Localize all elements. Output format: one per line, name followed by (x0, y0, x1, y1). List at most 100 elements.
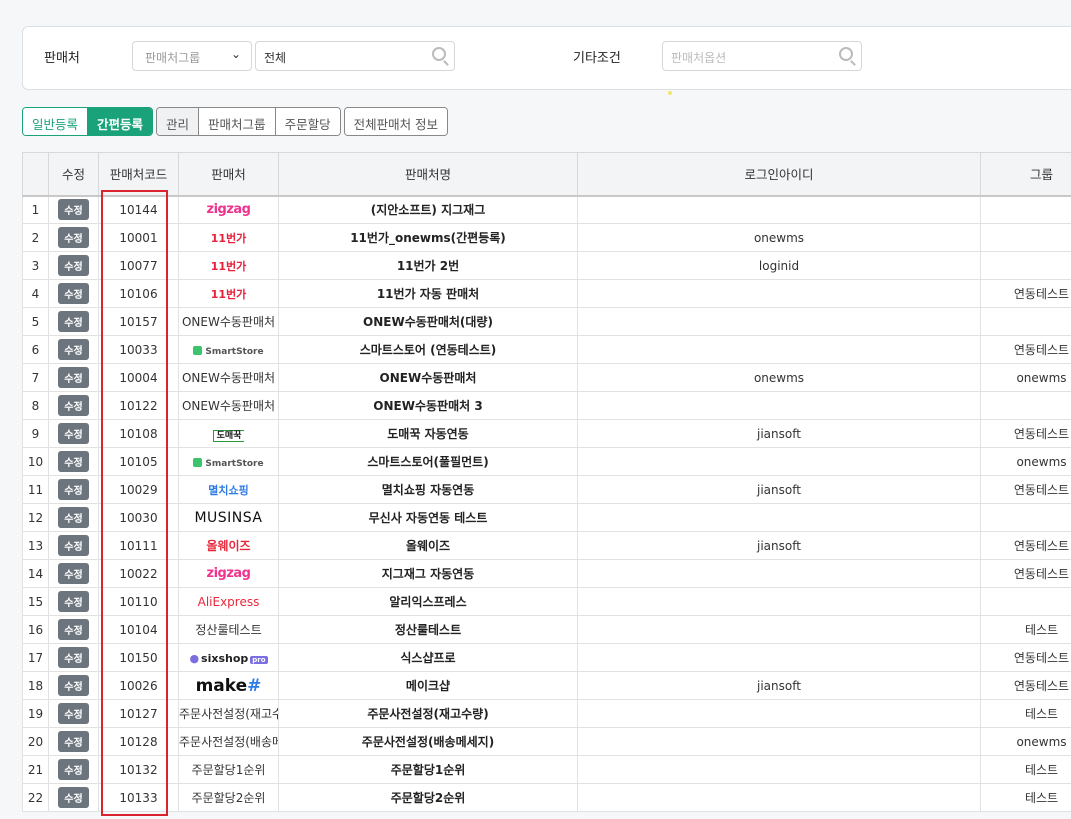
seller-code: 10105 (98, 447, 179, 476)
header-group[interactable]: 그룹 (980, 152, 1071, 197)
edit-button[interactable]: 수정 (58, 703, 89, 724)
table-row[interactable]: 7 수정 10004 ONEW수동판매처 ONEW수동판매처 onewms onewms (22, 363, 1071, 392)
edit-cell: 수정 (48, 195, 99, 224)
seller-cell: sixshop (178, 643, 279, 672)
table-row[interactable]: 14 수정 10022 zigzag 지그재그 자동연동 연동테스트 (22, 559, 1071, 588)
group (980, 391, 1071, 420)
group: 연동테스트 (980, 419, 1071, 448)
group: 연동테스트 (980, 671, 1071, 700)
header-seller-name[interactable]: 판매처명 (278, 152, 578, 197)
quick-register-button[interactable]: 간편등록 (88, 108, 153, 135)
table-row[interactable]: 20수정10128주문사전설정(배송메세지)주문사전설정(배송메세지)onewm… (22, 727, 1071, 756)
search-icon[interactable] (839, 47, 853, 61)
edit-button[interactable]: 수정 (58, 731, 89, 752)
table-header-row: 수정 판매처코드 판매처 판매처명 로그인아이디 그룹 (22, 152, 1071, 197)
edit-button[interactable]: 수정 (58, 535, 89, 556)
header-seller-code[interactable]: 판매처코드 (98, 152, 179, 197)
row-number: 20 (22, 727, 49, 756)
seller-name: 주문할당2순위 (278, 783, 578, 812)
login-id (577, 727, 981, 756)
edit-cell: 수정 (48, 279, 99, 308)
domae-logo: 도매꾹 (212, 429, 245, 442)
seller-text: 주문할당2순위 (191, 791, 266, 805)
table-row[interactable]: 9 수정 10108 도매꾹 도매꾹 자동연동 jiansoft 연동테스트 (22, 419, 1071, 448)
table-row[interactable]: 5 수정 10157 ONEW수동판매처 ONEW수동판매처(대량) (22, 307, 1071, 336)
edit-button[interactable]: 수정 (58, 787, 89, 808)
edit-cell: 수정 (48, 419, 99, 448)
group: 테스트 (980, 699, 1071, 728)
edit-cell: 수정 (48, 531, 99, 560)
table-row[interactable]: 13 수정 10111 올웨이즈 올웨이즈 jiansoft 연동테스트 (22, 531, 1071, 560)
table-row[interactable]: 10 수정 10105 SmartStore 스마트스토어(풀필먼트) onewms (22, 447, 1071, 476)
table-row[interactable]: 12 수정 10030 MUSINSA 무신사 자동연동 테스트 (22, 503, 1071, 532)
seller-code: 10106 (98, 279, 179, 308)
edit-button[interactable]: 수정 (58, 619, 89, 640)
row-number: 1 (22, 195, 49, 224)
edit-button[interactable]: 수정 (58, 423, 89, 444)
table-row[interactable]: 3 수정 10077 11번가 11번가 2번 loginid (22, 251, 1071, 280)
row-number: 11 (22, 475, 49, 504)
normal-register-button[interactable]: 일반등록 (23, 108, 89, 135)
table-row[interactable]: 4 수정 10106 11번가 11번가 자동 판매처 연동테스트 (22, 279, 1071, 308)
seller-code: 10026 (98, 671, 179, 700)
edit-button[interactable]: 수정 (58, 507, 89, 528)
seller-cell: SmartStore (178, 335, 279, 364)
edit-button[interactable]: 수정 (58, 255, 89, 276)
edit-button[interactable]: 수정 (58, 591, 89, 612)
table-row[interactable]: 11 수정 10029 멸치쇼핑 멸치쇼핑 자동연동 jiansoft 연동테스트 (22, 475, 1071, 504)
edit-button[interactable]: 수정 (58, 451, 89, 472)
group (980, 307, 1071, 336)
table-row[interactable]: 21 수정 10132 주문할당1순위 주문할당1순위 테스트 (22, 755, 1071, 784)
edit-cell: 수정 (48, 755, 99, 784)
edit-button[interactable]: 수정 (58, 563, 89, 584)
seller-search-input[interactable]: 전체 (255, 41, 455, 71)
group: 연동테스트 (980, 643, 1071, 672)
group: 테스트 (980, 783, 1071, 812)
table-row[interactable]: 15 수정 10110 AliExpress 알리익스프레스 (22, 587, 1071, 616)
seller-name: 식스샵프로 (278, 643, 578, 672)
table-row[interactable]: 6 수정 10033 SmartStore 스마트스토어 (연동테스트) 연동테스트 (22, 335, 1071, 364)
seller-group-select[interactable]: 판매처그룹 ⌄ (132, 41, 252, 71)
edit-button[interactable]: 수정 (58, 367, 89, 388)
edit-button[interactable]: 수정 (58, 199, 89, 221)
edit-button[interactable]: 수정 (58, 339, 89, 360)
edit-button[interactable]: 수정 (58, 647, 89, 668)
seller-cell: 11번가 (178, 223, 279, 252)
table-row[interactable]: 2 수정 10001 11번가 11번가_onewms(간편등록) onewms (22, 223, 1071, 252)
table-row[interactable]: 16 수정 10104 정산룰테스트 정산룰테스트 테스트 (22, 615, 1071, 644)
login-id (577, 699, 981, 728)
seller-name: 메이크샵 (278, 671, 578, 700)
table-row[interactable]: 8 수정 10122 ONEW수동판매처 ONEW수동판매처 3 (22, 391, 1071, 420)
edit-button[interactable]: 수정 (58, 395, 89, 416)
group: 테스트 (980, 755, 1071, 784)
group (980, 223, 1071, 252)
edit-button[interactable]: 수정 (58, 283, 89, 304)
header-login-id[interactable]: 로그인아이디 (577, 152, 981, 197)
edit-button[interactable]: 수정 (58, 227, 89, 248)
seller-code: 10133 (98, 783, 179, 812)
manage-button[interactable]: 관리 (157, 108, 200, 135)
order-allocation-button[interactable]: 주문할당 (275, 108, 340, 135)
edit-button[interactable]: 수정 (58, 311, 89, 332)
search-icon[interactable] (432, 47, 446, 61)
edit-button[interactable]: 수정 (58, 759, 89, 780)
row-number: 3 (22, 251, 49, 280)
login-id (577, 783, 981, 812)
edit-button[interactable]: 수정 (58, 479, 89, 500)
seller-option-input[interactable]: 판매처옵션 (662, 41, 862, 71)
group: 연동테스트 (980, 335, 1071, 364)
group: onewms (980, 727, 1071, 756)
row-number: 22 (22, 783, 49, 812)
edit-button[interactable]: 수정 (58, 675, 89, 696)
header-seller[interactable]: 판매처 (178, 152, 279, 197)
table-row[interactable]: 17 수정 10150 sixshop 식스샵프로 연동테스트 (22, 643, 1071, 672)
seller-group-button[interactable]: 판매처그룹 (199, 108, 276, 135)
header-edit[interactable]: 수정 (48, 152, 99, 197)
table-row[interactable]: 1 수정 10144 zigzag (지안소프트) 지그재그 (22, 195, 1071, 224)
table-row[interactable]: 22 수정 10133 주문할당2순위 주문할당2순위 테스트 (22, 783, 1071, 812)
seller-name: 11번가 자동 판매처 (278, 279, 578, 308)
all-seller-info-button[interactable]: 전체판매처 정보 (344, 108, 448, 135)
st11-logo: 11번가 (210, 259, 247, 273)
